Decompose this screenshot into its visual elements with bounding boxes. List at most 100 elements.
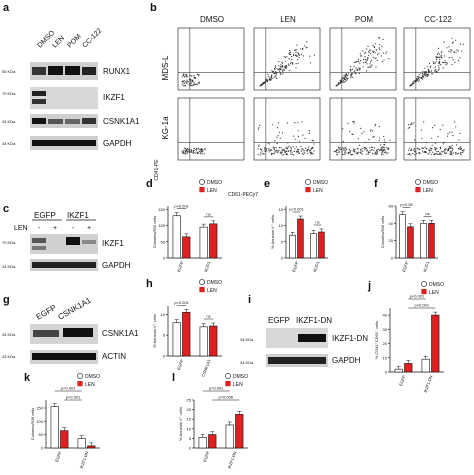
event-dot [293, 54, 295, 57]
event-dot [353, 122, 355, 124]
event-dot [360, 55, 362, 57]
event-dot [280, 147, 282, 149]
significance-label: p<0.001 [209, 386, 224, 391]
event-dot [367, 45, 369, 47]
event-dot [367, 153, 369, 155]
event-dot [286, 122, 288, 124]
event-dot [294, 122, 296, 124]
event-dot [350, 74, 352, 76]
event-dot [279, 137, 281, 139]
lane-label: IKZF1-DN [296, 316, 332, 325]
event-dot [201, 149, 204, 151]
significance-label: p<0.001 [66, 395, 81, 400]
event-dot [427, 72, 429, 74]
event-dot [417, 78, 419, 80]
event-dot [434, 142, 436, 144]
event-dot [413, 122, 415, 124]
event-dot [435, 69, 437, 71]
y-tick-label: 100 [158, 223, 165, 228]
event-dot [426, 142, 428, 144]
bar-dmso [289, 234, 296, 259]
event-dot [304, 137, 306, 139]
row-label: MDS-L [161, 55, 170, 80]
event-dot [443, 41, 445, 43]
row-label: KG-1a [161, 116, 170, 140]
bar-len [431, 314, 440, 373]
event-dot [438, 60, 441, 63]
event-dot [435, 70, 438, 72]
event-dot [308, 130, 310, 132]
event-dot [338, 151, 340, 153]
event-dot [381, 149, 383, 151]
legend-dmso-label: DMSO [313, 180, 328, 186]
event-dot [285, 150, 287, 153]
event-dot [451, 154, 453, 156]
legend-len-swatch [77, 381, 83, 387]
bar-dmso [172, 322, 181, 357]
event-dot [285, 148, 287, 150]
protein-label: GAPDH [332, 356, 361, 365]
event-dot [188, 151, 190, 153]
event-dot [381, 152, 383, 154]
event-dot [364, 56, 366, 58]
chart-e: e 0 5 10 15 % Annexin V⁺ cells EGFP IKZF1 p<0.00… [264, 178, 328, 273]
event-dot [344, 147, 347, 149]
event-dot [425, 73, 427, 75]
event-dot [279, 71, 281, 74]
event-dot [339, 79, 341, 81]
event-dot [445, 64, 447, 66]
panel-letter-e: e [264, 178, 270, 190]
event-dot [434, 153, 436, 155]
event-dot [281, 65, 284, 67]
event-dot [455, 153, 457, 155]
x-axis-label: CD61-PECy7 [228, 192, 258, 198]
event-dot [191, 150, 193, 152]
bar-len [209, 223, 218, 259]
event-dot [345, 73, 347, 76]
event-dot [182, 152, 185, 154]
band [298, 334, 326, 342]
event-dot [278, 147, 280, 149]
protein-label: GAPDH [102, 261, 131, 270]
y-tick-label: 20 [389, 238, 394, 243]
event-dot [408, 153, 411, 155]
condition-label: POM [355, 15, 374, 24]
event-dot [378, 37, 380, 39]
event-dot [337, 149, 339, 151]
event-dot [427, 68, 429, 70]
event-dot [442, 124, 444, 126]
event-dot [299, 54, 301, 56]
event-dot [361, 153, 363, 155]
event-dot [369, 151, 371, 153]
event-dot [306, 41, 308, 43]
event-dot [183, 80, 185, 82]
event-dot [313, 54, 315, 56]
panel-letter-b: b [150, 2, 157, 14]
event-dot [364, 58, 367, 61]
event-dot [444, 55, 446, 57]
treat-sign: - [38, 225, 41, 232]
event-dot [193, 152, 195, 154]
event-dot [423, 150, 425, 152]
event-dot [182, 85, 185, 87]
event-dot [372, 153, 374, 155]
event-dot [456, 144, 458, 146]
event-dot [194, 77, 197, 79]
significance-label: p<0.001 [174, 203, 189, 208]
event-dot [451, 131, 453, 133]
event-dot [358, 67, 360, 69]
event-dot [444, 59, 446, 61]
event-dot [267, 79, 269, 81]
kda-label: 34 KDa [240, 337, 254, 342]
event-dot [272, 146, 274, 148]
event-dot [381, 151, 384, 153]
event-dot [434, 62, 436, 64]
event-dot [298, 148, 300, 150]
event-dot [382, 150, 384, 152]
event-dot [429, 147, 432, 149]
event-dot [289, 149, 291, 151]
event-dot [366, 149, 369, 151]
event-dot [265, 78, 267, 80]
event-dot [460, 146, 462, 148]
event-dot [364, 149, 366, 151]
